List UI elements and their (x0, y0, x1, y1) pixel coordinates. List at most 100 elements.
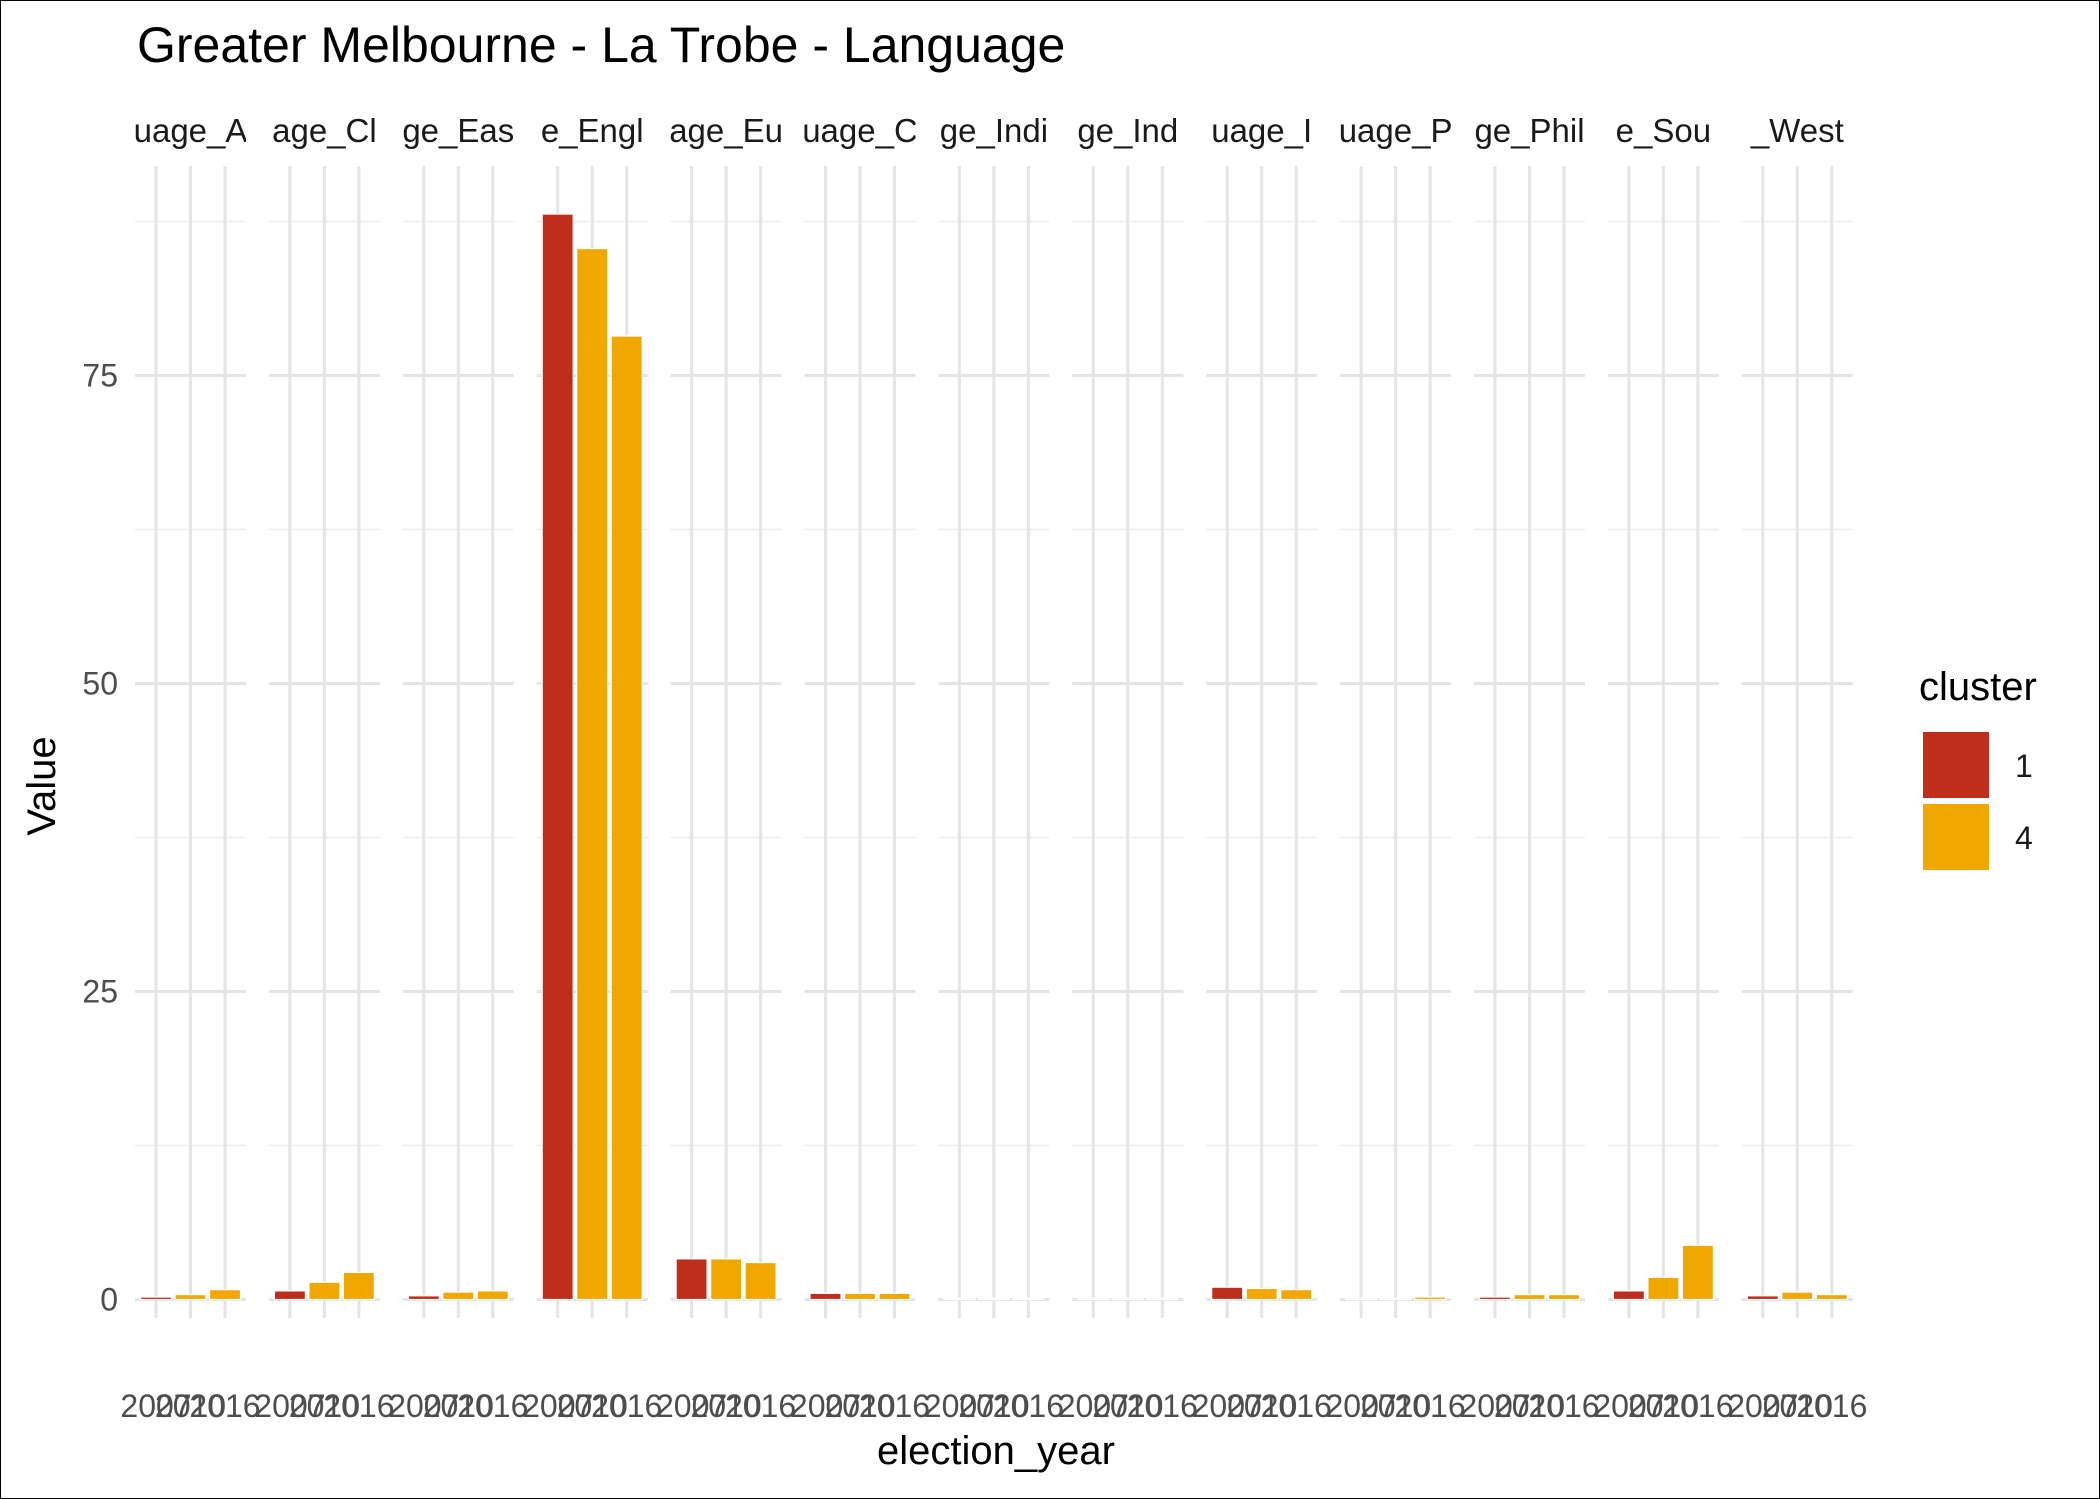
bar (174, 1293, 207, 1301)
bar (1245, 1287, 1278, 1301)
y-axis-ticks: 0 25 50 75 (82, 357, 118, 1317)
facet-strip-label: age_Cl (272, 112, 377, 149)
bar (1513, 1293, 1546, 1301)
bar (1280, 1289, 1313, 1301)
x-tick-label: 2010 (1092, 1388, 1163, 1424)
x-tick-label: 2016 (1261, 1388, 1332, 1424)
x-tick-label: 2007 (388, 1388, 459, 1424)
x-axis-ticks: 2007201020162007201020162007201020162007… (120, 1388, 1867, 1424)
x-tick-label: 2010 (1762, 1388, 1833, 1424)
x-tick-label: 2016 (1796, 1388, 1867, 1424)
bar (1077, 1297, 1110, 1301)
facet-strip-label: e_Engl (541, 112, 644, 149)
bar (1815, 1293, 1848, 1301)
x-tick-label: 2007 (1459, 1388, 1530, 1424)
bar (1146, 1297, 1179, 1301)
x-tick-label: 2010 (1628, 1388, 1699, 1424)
bar (407, 1295, 440, 1301)
x-tick-label: 2007 (1727, 1388, 1798, 1424)
bar (1379, 1297, 1412, 1301)
x-tick-label: 2016 (725, 1388, 796, 1424)
bar (675, 1258, 708, 1301)
bar (744, 1261, 777, 1301)
bar (208, 1289, 242, 1301)
bar (843, 1292, 877, 1301)
bar (1413, 1296, 1447, 1301)
x-tick-label: 2007 (522, 1388, 593, 1424)
x-tick-label: 2007 (790, 1388, 861, 1424)
bar (1681, 1244, 1715, 1301)
bar (1746, 1295, 1779, 1301)
legend-key-swatch (1923, 732, 1989, 798)
x-tick-label: 2007 (1326, 1388, 1397, 1424)
bar (541, 213, 574, 1301)
bar (576, 247, 609, 1301)
x-tick-label: 2016 (1127, 1388, 1198, 1424)
gridlines (135, 166, 1853, 1318)
bar (1612, 1290, 1646, 1301)
legend-title: cluster (1919, 665, 2037, 709)
x-tick-label: 2007 (254, 1388, 325, 1424)
x-tick-label: 2010 (1226, 1388, 1297, 1424)
facet-strip-label: ge_Ind (1077, 112, 1178, 149)
facet-strip-label: uage_C (802, 112, 918, 149)
y-tick-label: 50 (82, 665, 118, 701)
bar (809, 1292, 842, 1301)
chart-title: Greater Melbourne - La Trobe - Language (137, 17, 1065, 73)
x-tick-label: 2007 (1593, 1388, 1664, 1424)
legend-key-swatch (1923, 804, 1989, 870)
bar (878, 1292, 911, 1301)
bar (476, 1290, 509, 1301)
bar (977, 1297, 1011, 1301)
y-tick-label: 0 (100, 1282, 118, 1318)
x-tick-label: 2010 (289, 1388, 360, 1424)
x-tick-label: 2016 (993, 1388, 1064, 1424)
facet-strip-label: _West (1750, 112, 1844, 149)
x-tick-label: 2010 (824, 1388, 895, 1424)
bar (342, 1271, 375, 1301)
x-tick-label: 2016 (457, 1388, 528, 1424)
bar (1547, 1293, 1581, 1301)
bar (139, 1296, 173, 1301)
facet-strip-label: ge_Indi (940, 112, 1048, 149)
x-tick-label: 2010 (557, 1388, 628, 1424)
bar (1781, 1291, 1814, 1301)
x-tick-label: 2007 (1058, 1388, 1129, 1424)
x-tick-label: 2016 (859, 1388, 930, 1424)
x-tick-label: 2010 (1360, 1388, 1431, 1424)
x-tick-label: 2016 (323, 1388, 394, 1424)
bar (943, 1297, 976, 1301)
x-tick-label: 2016 (1528, 1388, 1599, 1424)
legend: cluster 1 4 (1919, 665, 2037, 870)
x-tick-label: 2010 (958, 1388, 1029, 1424)
x-tick-label: 2010 (691, 1388, 762, 1424)
bar (1211, 1286, 1244, 1301)
x-tick-label: 2010 (1494, 1388, 1565, 1424)
x-axis-title: election_year (877, 1429, 1115, 1473)
y-axis-title: Value (20, 736, 64, 835)
legend-key-label: 4 (2015, 820, 2033, 856)
y-tick-label: 75 (82, 357, 118, 393)
bar (1344, 1297, 1378, 1301)
bar (1647, 1276, 1680, 1301)
facet-strip-label: e_Sou (1616, 112, 1711, 149)
facet-strip-label: ge_Phil (1474, 112, 1584, 149)
x-tick-label: 2016 (1662, 1388, 1733, 1424)
x-tick-label: 2010 (155, 1388, 226, 1424)
facet-strip-label: uage_P (1339, 112, 1453, 149)
bar (709, 1258, 743, 1301)
x-tick-label: 2007 (656, 1388, 727, 1424)
bar (308, 1281, 341, 1301)
bar (1111, 1297, 1144, 1301)
bar (1478, 1296, 1512, 1301)
facet-strip-label: age_Eu (669, 112, 783, 149)
facet-strip-label: uage_A (134, 112, 248, 149)
x-tick-label: 2007 (1192, 1388, 1263, 1424)
x-tick-label: 2007 (924, 1388, 995, 1424)
bar (1012, 1297, 1045, 1301)
facet-strip-label: ge_Eas (402, 112, 514, 149)
x-tick-label: 2016 (189, 1388, 260, 1424)
bar (610, 335, 643, 1301)
